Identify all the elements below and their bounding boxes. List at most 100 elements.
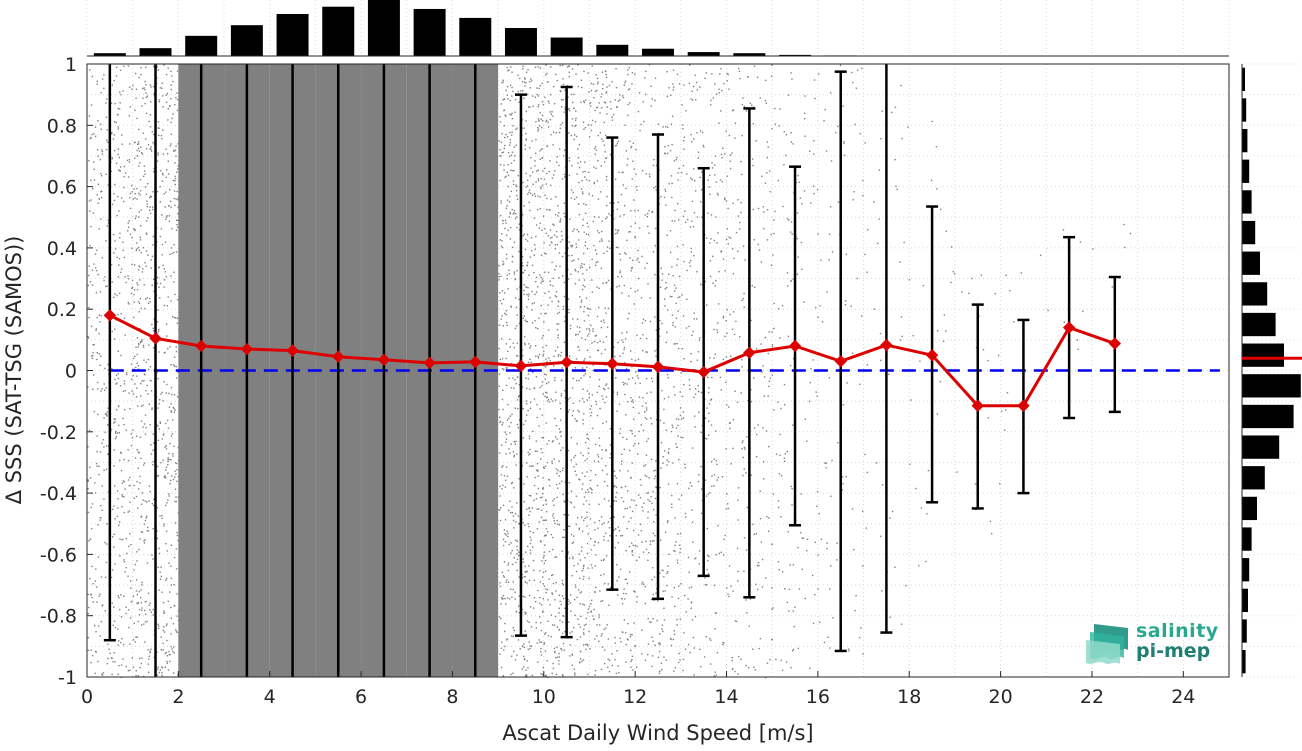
scatter-point bbox=[628, 520, 630, 523]
scatter-point bbox=[563, 536, 565, 539]
scatter-point bbox=[561, 632, 564, 635]
scatter-point bbox=[804, 135, 806, 137]
scatter-point bbox=[511, 549, 513, 552]
scatter-point bbox=[174, 177, 177, 180]
scatter-point bbox=[152, 463, 154, 466]
scatter-point bbox=[551, 236, 553, 239]
scatter-point bbox=[90, 527, 93, 530]
scatter-point bbox=[139, 194, 141, 196]
scatter-point bbox=[557, 305, 559, 308]
scatter-point bbox=[138, 165, 140, 167]
scatter-point bbox=[632, 401, 634, 403]
scatter-point bbox=[619, 637, 621, 639]
scatter-point bbox=[737, 215, 739, 217]
scatter-point bbox=[617, 665, 619, 667]
scatter-point bbox=[705, 237, 708, 239]
scatter-point bbox=[708, 186, 711, 188]
scatter-point bbox=[622, 341, 624, 343]
scatter-point bbox=[590, 549, 593, 551]
scatter-point bbox=[642, 349, 644, 352]
scatter-point bbox=[889, 616, 891, 618]
scatter-point bbox=[579, 296, 581, 298]
scatter-point bbox=[107, 183, 110, 186]
scatter-point bbox=[559, 64, 561, 67]
scatter-point bbox=[545, 382, 548, 385]
scatter-point bbox=[678, 296, 681, 298]
scatter-point bbox=[498, 276, 500, 278]
scatter-point bbox=[671, 182, 673, 185]
scatter-point bbox=[514, 155, 516, 157]
scatter-point bbox=[583, 519, 585, 522]
scatter-point bbox=[610, 453, 612, 455]
scatter-point bbox=[661, 279, 663, 281]
scatter-point bbox=[666, 571, 669, 573]
scatter-point bbox=[157, 154, 159, 156]
scatter-point bbox=[542, 597, 544, 600]
scatter-point bbox=[615, 535, 617, 537]
scatter-point bbox=[170, 435, 173, 437]
scatter-point bbox=[523, 657, 526, 660]
scatter-point bbox=[768, 380, 771, 382]
scatter-point bbox=[895, 185, 897, 187]
scatter-point bbox=[153, 133, 155, 136]
scatter-point bbox=[670, 503, 673, 505]
scatter-point bbox=[568, 107, 570, 110]
scatter-point bbox=[123, 409, 126, 411]
scatter-point bbox=[555, 581, 557, 584]
scatter-point bbox=[677, 533, 679, 535]
scatter-point bbox=[587, 644, 589, 647]
scatter-point bbox=[506, 234, 508, 237]
scatter-point bbox=[771, 331, 773, 333]
scatter-point bbox=[147, 530, 150, 532]
scatter-point bbox=[144, 539, 146, 541]
scatter-point bbox=[502, 538, 505, 541]
scatter-point bbox=[140, 457, 142, 460]
scatter-point bbox=[537, 130, 539, 132]
scatter-point bbox=[781, 669, 784, 672]
scatter-point bbox=[690, 133, 692, 136]
scatter-point bbox=[705, 636, 707, 638]
scatter-point bbox=[537, 103, 540, 106]
scatter-point bbox=[756, 76, 759, 79]
y-tick-label: -0.2 bbox=[40, 422, 77, 444]
scatter-point bbox=[603, 101, 606, 103]
scatter-point bbox=[609, 505, 612, 508]
scatter-point bbox=[862, 565, 864, 567]
scatter-point bbox=[586, 328, 588, 330]
scatter-point bbox=[614, 475, 616, 477]
scatter-point bbox=[500, 444, 503, 446]
scatter-point bbox=[123, 176, 125, 178]
scatter-point bbox=[545, 632, 547, 634]
scatter-point bbox=[577, 157, 580, 159]
scatter-point bbox=[534, 293, 536, 296]
scatter-point bbox=[583, 628, 585, 631]
scatter-point bbox=[173, 190, 176, 192]
scatter-point bbox=[574, 672, 576, 674]
scatter-point bbox=[547, 100, 550, 102]
scatter-point bbox=[727, 593, 729, 595]
scatter-point bbox=[615, 229, 617, 231]
scatter-point bbox=[753, 65, 756, 67]
scatter-point bbox=[648, 552, 650, 554]
scatter-point bbox=[540, 509, 543, 511]
scatter-point bbox=[764, 336, 767, 339]
scatter-point bbox=[552, 500, 554, 502]
scatter-point bbox=[673, 630, 675, 632]
scatter-point bbox=[731, 668, 734, 671]
scatter-point bbox=[601, 93, 603, 95]
scatter-point bbox=[153, 656, 155, 658]
scatter-point bbox=[651, 423, 653, 425]
scatter-point bbox=[98, 353, 101, 355]
scatter-point bbox=[161, 391, 163, 394]
scatter-point bbox=[771, 345, 774, 348]
scatter-point bbox=[616, 208, 619, 211]
scatter-point bbox=[143, 373, 146, 375]
scatter-point bbox=[530, 80, 533, 82]
scatter-point bbox=[666, 331, 668, 334]
scatter-point bbox=[139, 279, 141, 281]
scatter-point bbox=[542, 437, 545, 439]
scatter-point bbox=[550, 134, 552, 136]
scatter-point bbox=[144, 80, 146, 83]
scatter-point bbox=[99, 516, 102, 519]
scatter-point bbox=[939, 381, 942, 383]
